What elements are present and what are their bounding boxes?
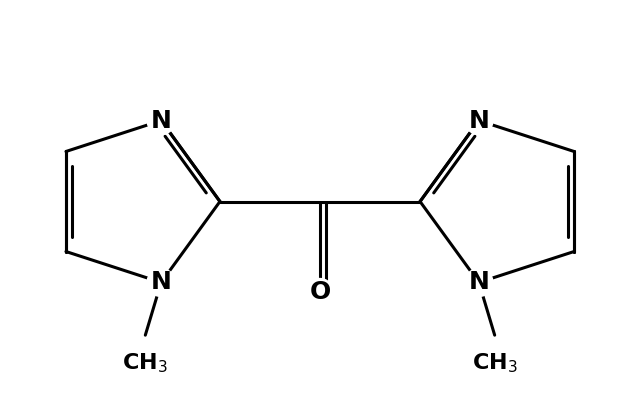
Circle shape (147, 107, 175, 134)
Text: CH$_3$: CH$_3$ (122, 351, 168, 375)
Text: CH$_3$: CH$_3$ (472, 351, 518, 375)
Text: N: N (468, 270, 490, 294)
Circle shape (465, 107, 493, 134)
Text: N: N (468, 108, 490, 132)
Circle shape (307, 279, 333, 305)
Circle shape (147, 268, 175, 296)
Text: N: N (150, 108, 172, 132)
Text: N: N (150, 270, 172, 294)
Circle shape (465, 268, 493, 296)
Text: O: O (309, 279, 331, 303)
